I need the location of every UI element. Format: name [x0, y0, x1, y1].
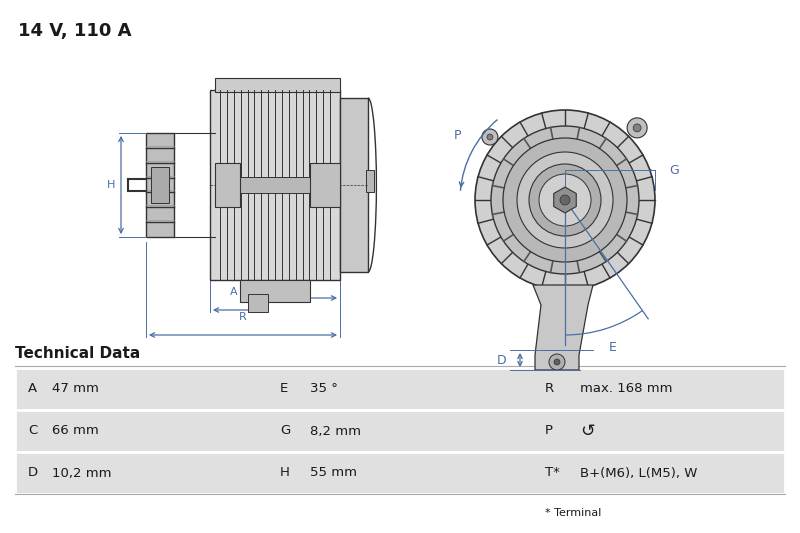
Circle shape: [529, 164, 601, 236]
Circle shape: [627, 118, 647, 138]
Text: 55 mm: 55 mm: [310, 466, 357, 480]
Bar: [146, 133, 174, 237]
Bar: [340, 98, 368, 272]
Text: H: H: [106, 180, 115, 190]
Bar: [210, 90, 340, 280]
Text: A: A: [230, 287, 238, 297]
Text: D: D: [496, 353, 506, 367]
Text: 10,2 mm: 10,2 mm: [52, 466, 111, 480]
Bar: [240, 280, 310, 302]
Text: T*: T*: [545, 466, 560, 480]
Text: P: P: [454, 130, 462, 142]
Text: E: E: [280, 383, 288, 395]
Text: G: G: [280, 424, 290, 438]
Circle shape: [549, 354, 565, 370]
Text: * Terminal: * Terminal: [545, 508, 602, 518]
Text: C: C: [295, 275, 303, 285]
Circle shape: [560, 195, 570, 205]
Bar: [215, 163, 240, 207]
Circle shape: [554, 359, 560, 365]
Text: 35 °: 35 °: [310, 383, 338, 395]
Text: D: D: [28, 466, 38, 480]
Circle shape: [539, 174, 591, 226]
Bar: [15, 368, 785, 410]
Circle shape: [517, 152, 613, 248]
Text: 66 mm: 66 mm: [52, 424, 98, 438]
Bar: [15, 410, 785, 452]
Text: Technical Data: Technical Data: [15, 346, 140, 361]
Text: P: P: [545, 424, 553, 438]
Text: B+(M6), L(M5), W: B+(M6), L(M5), W: [580, 466, 698, 480]
Text: 47 mm: 47 mm: [52, 383, 99, 395]
Text: R: R: [545, 383, 554, 395]
Text: ↺: ↺: [580, 422, 594, 440]
Bar: [225, 177, 335, 193]
Polygon shape: [533, 285, 593, 370]
Circle shape: [491, 126, 639, 274]
Circle shape: [633, 124, 641, 132]
Circle shape: [482, 129, 498, 145]
Bar: [248, 294, 268, 312]
Bar: [215, 78, 340, 92]
Text: max. 168 mm: max. 168 mm: [580, 383, 673, 395]
Bar: [15, 452, 785, 494]
Circle shape: [487, 134, 493, 140]
Text: 14 V, 110 A: 14 V, 110 A: [18, 22, 131, 40]
Bar: [151, 167, 169, 203]
Text: E: E: [609, 341, 617, 354]
Text: C: C: [28, 424, 38, 438]
Circle shape: [503, 138, 627, 262]
Circle shape: [475, 110, 655, 290]
Text: R: R: [239, 312, 247, 322]
Text: H: H: [280, 466, 290, 480]
Bar: [310, 163, 340, 207]
Polygon shape: [554, 187, 576, 213]
Text: G: G: [669, 164, 678, 176]
Text: 8,2 mm: 8,2 mm: [310, 424, 361, 438]
Text: A: A: [28, 383, 37, 395]
Bar: [366, 170, 374, 192]
